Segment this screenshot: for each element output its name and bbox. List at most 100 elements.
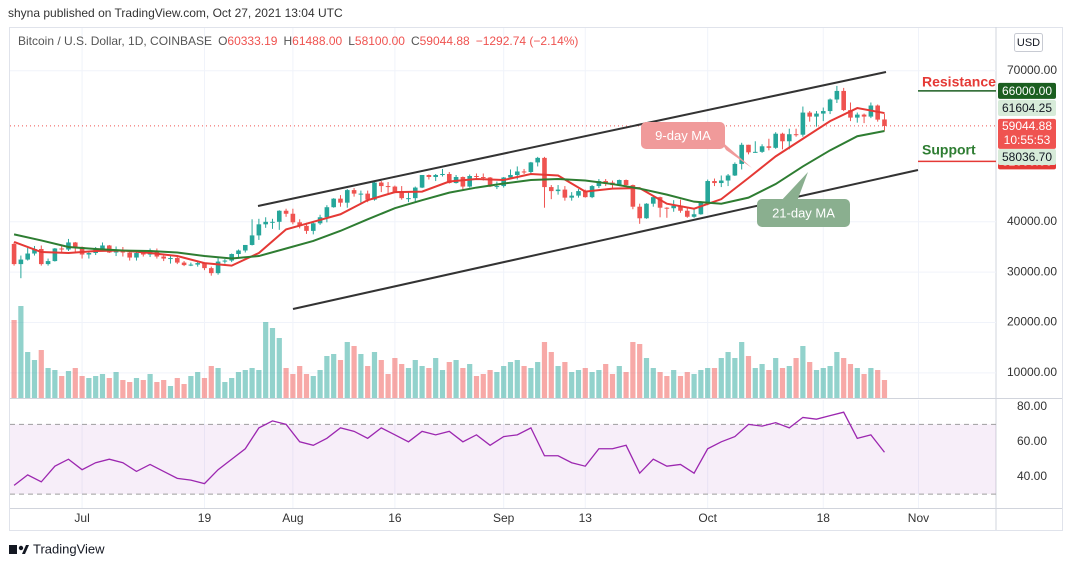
volume-bar — [337, 360, 344, 398]
candle-body — [807, 112, 812, 117]
candle-body — [229, 254, 234, 261]
candle-body — [242, 244, 248, 251]
candle-body — [861, 114, 867, 117]
ma-annotation-box — [757, 199, 850, 227]
candle-body — [120, 251, 126, 253]
last-price-tag: 59044.88 — [1002, 119, 1052, 133]
candle-body — [712, 181, 717, 184]
ohlc-key: H — [283, 34, 293, 48]
ma-tag: 58036.70 — [1002, 150, 1052, 164]
candle-body — [365, 193, 370, 200]
volume-bar — [378, 360, 384, 398]
volume-bar — [426, 368, 432, 398]
volume-bar — [528, 368, 534, 398]
candle-body — [548, 187, 554, 192]
volume-bar — [684, 372, 690, 398]
candle-body — [854, 114, 860, 118]
volume-bar — [31, 360, 38, 398]
x-tick-label: Sep — [493, 511, 515, 525]
volume-bar — [140, 380, 146, 398]
volume-bar — [133, 378, 140, 398]
candle-body — [331, 198, 336, 208]
candle-body — [134, 253, 139, 258]
overlay-layer: Jul 19 Aug 16 Sep 13 Oct 18 Nov 70000.00 40000.00 3… — [74, 63, 1057, 525]
x-tick-label: Aug — [282, 511, 303, 525]
candle-body — [603, 181, 608, 183]
candle-body — [827, 99, 833, 112]
level-name: Support — [922, 142, 976, 158]
volume-bar — [460, 368, 466, 398]
candle-body — [297, 222, 302, 226]
change: −1292.74 (−2.14%) — [475, 34, 579, 48]
volume-bar — [759, 364, 765, 398]
candle-body — [657, 197, 663, 208]
volume-bar — [263, 322, 269, 398]
volume-bar — [562, 362, 568, 398]
volume-bar — [800, 346, 806, 398]
x-tick-label: Oct — [698, 511, 717, 525]
volume-bar — [303, 374, 310, 398]
candle-body — [79, 246, 85, 255]
ohlc-item: C59044.88 — [411, 34, 470, 48]
volume-bar — [235, 372, 242, 398]
volume-bar — [623, 372, 629, 398]
candle-body — [25, 253, 30, 260]
candle-body — [406, 198, 411, 200]
ma-line — [13, 130, 885, 260]
candle-body — [814, 113, 819, 117]
volume-bar — [813, 370, 820, 398]
volume-bar — [351, 346, 357, 398]
volume-bar — [718, 358, 724, 398]
ma-annotation: 21-day MA — [772, 205, 835, 220]
logo-mark — [18, 545, 24, 551]
ohlc-text: 58100.00 — [354, 34, 405, 48]
ohlc-text: 60333.19 — [227, 34, 278, 48]
candle-body — [310, 223, 316, 231]
volume-bar — [399, 364, 405, 398]
candle-body — [521, 171, 527, 173]
price-tag: 66000.00 — [1002, 84, 1052, 98]
volume-bar — [657, 372, 663, 398]
candle-body — [725, 175, 731, 181]
volume-bar — [344, 342, 350, 398]
ohlc-item: O60333.19 — [218, 34, 277, 48]
volume-bar — [18, 306, 24, 398]
y-tick-label: 10000.00 — [1007, 365, 1057, 379]
volume-bar — [603, 364, 609, 398]
y-tick-label: 30000.00 — [1007, 264, 1057, 278]
volume-bar — [494, 372, 500, 398]
volume-bar — [371, 352, 378, 398]
volume-bar — [222, 382, 228, 398]
volume-bar — [725, 352, 731, 398]
candle-body — [188, 264, 194, 266]
volume-bar — [195, 372, 201, 398]
candle-body — [202, 263, 207, 269]
candle-body — [467, 176, 472, 187]
volume-bar — [269, 328, 276, 398]
volume-bar — [650, 368, 656, 398]
volume-bar — [453, 360, 459, 398]
candle-body — [426, 174, 432, 178]
volume-bar — [711, 368, 718, 398]
volume-bar — [283, 368, 289, 398]
ohlc-key: C — [410, 34, 420, 48]
volume-bar — [167, 386, 174, 398]
x-tick-label: 19 — [198, 511, 212, 525]
volume-bar — [854, 368, 860, 398]
candle-body — [11, 243, 17, 265]
volume-bar — [419, 366, 425, 398]
candle-body — [487, 177, 493, 187]
candle-body — [222, 260, 228, 262]
volume-bar — [208, 366, 214, 398]
candle-body — [276, 210, 282, 222]
currency-box[interactable] — [1014, 33, 1043, 52]
marks-layer — [11, 85, 888, 486]
volume-bar — [589, 372, 595, 398]
currency[interactable]: USD — [1017, 37, 1040, 49]
candle-body — [440, 173, 445, 175]
candle-body — [351, 190, 357, 194]
candle-body — [766, 146, 772, 148]
symbol-title: Bitcoin / U.S. Dollar, 1D, COINBASE — [18, 34, 213, 48]
candle-body — [732, 163, 738, 176]
